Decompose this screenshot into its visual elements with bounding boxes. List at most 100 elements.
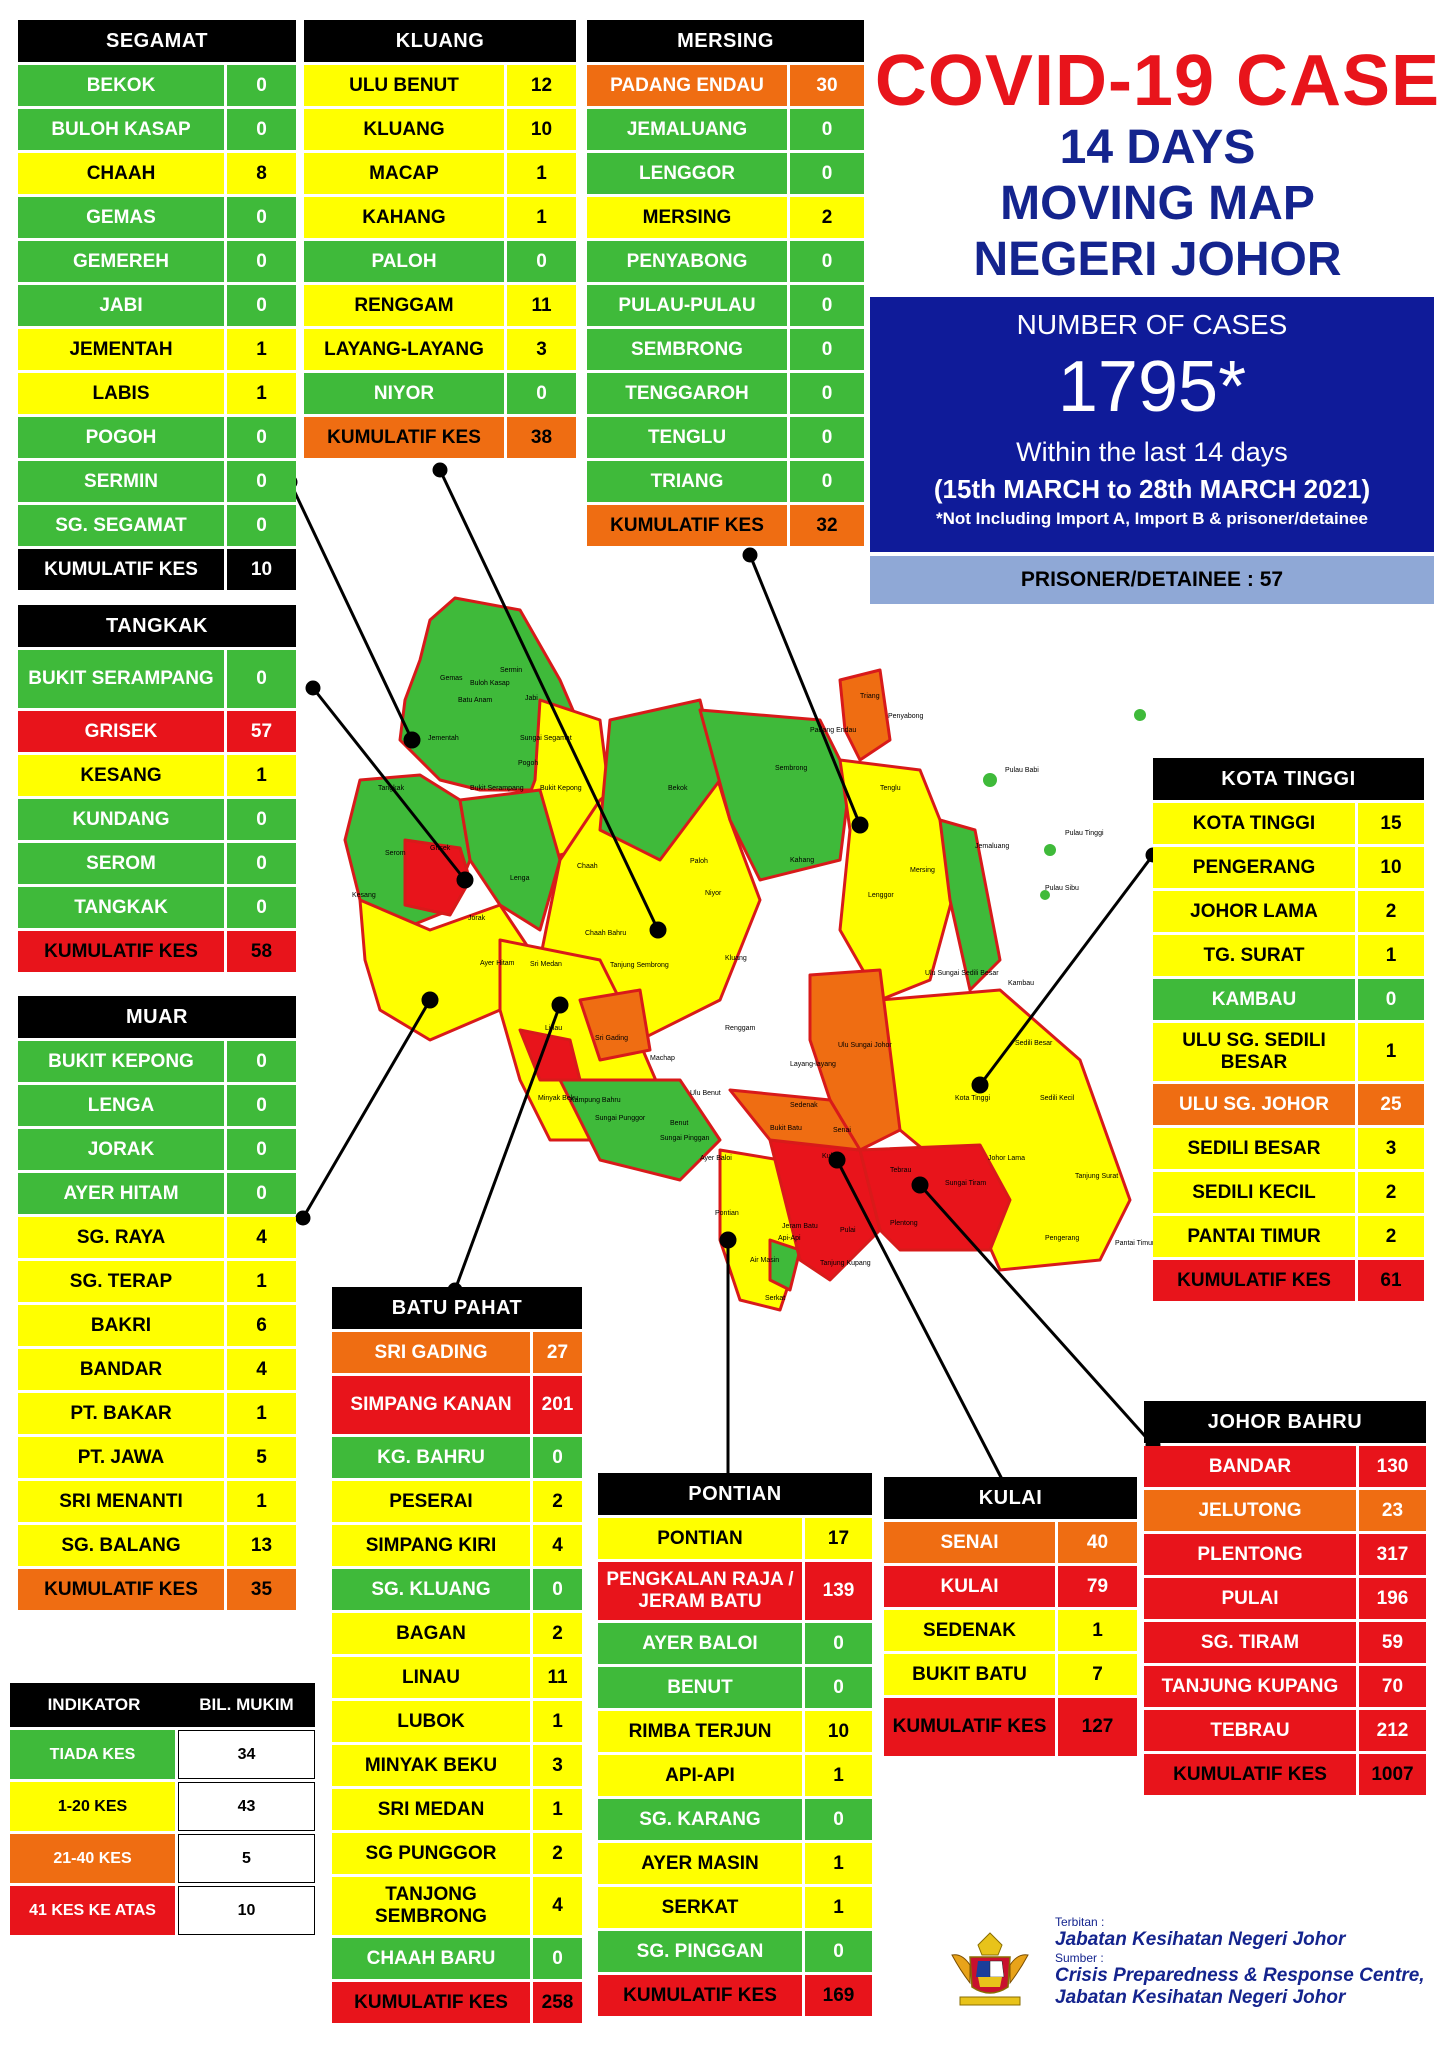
mukim-count: 196 [1359, 1578, 1426, 1619]
cases-label: NUMBER OF CASES [1016, 309, 1288, 340]
mukim-count: 10 [227, 549, 296, 590]
mukim-name: KOTA TINGGI [1153, 803, 1355, 844]
map-label: Pontian [715, 1210, 739, 1217]
mukim-name: BUKIT KEPONG [18, 1041, 224, 1082]
district-total-row: KUMULATIF KES 58 [18, 931, 296, 972]
map-label: Api-Api [778, 1235, 801, 1242]
mukim-name: SG PUNGGOR [332, 1833, 530, 1874]
map-region-jemaluang [938, 818, 1002, 992]
mukim-name: BUKIT BATU [884, 1654, 1055, 1695]
title-line-1: COVID-19 CASE [874, 41, 1441, 121]
mukim-name: KUMULATIF KES [1144, 1754, 1356, 1795]
mukim-row: ULU SG. SEDILI BESAR 1 [1153, 1023, 1424, 1081]
mukim-name: JELUTONG [1144, 1490, 1356, 1531]
mukim-count: 0 [533, 1437, 582, 1478]
mukim-count: 11 [533, 1657, 582, 1698]
mukim-name: NIYOR [304, 373, 504, 414]
mukim-name: BENUT [598, 1667, 802, 1708]
mukim-count: 3 [507, 329, 576, 370]
mukim-name: SEDENAK [884, 1610, 1055, 1651]
mukim-row: SEDENAK 1 [884, 1610, 1137, 1651]
mukim-count: 40 [1058, 1522, 1137, 1563]
mukim-count: 1 [227, 755, 296, 796]
map-label: Bukit Serampang [470, 785, 524, 792]
mukim-count: 2 [533, 1833, 582, 1874]
mukim-row: SG PUNGGOR 2 [332, 1833, 582, 1874]
title-line-3: MOVING MAP [1000, 177, 1315, 230]
mukim-row: KAHANG 1 [304, 197, 576, 238]
mukim-row: BANDAR 4 [18, 1349, 296, 1390]
leader-line-muar [301, 999, 432, 1219]
mukim-row: SG. PINGGAN 0 [598, 1931, 872, 1972]
mukim-count: 258 [533, 1982, 582, 2023]
mukim-name: SG. TIRAM [1144, 1622, 1356, 1663]
mukim-count: 12 [507, 65, 576, 106]
mukim-count: 6 [227, 1305, 296, 1346]
mukim-row: PONTIAN 17 [598, 1518, 872, 1559]
legend-label: 41 KES KE ATAS [10, 1886, 175, 1935]
map-label: Layang-layang [790, 1061, 836, 1068]
mukim-count: 0 [805, 1667, 872, 1708]
mukim-name: JORAK [18, 1129, 224, 1170]
district-table-segamat: SEGAMAT BEKOK 0 BULOH KASAP 0 CHAAH 8 GEMAS 0 GEM… [18, 20, 296, 593]
mukim-count: 1 [1358, 1023, 1424, 1081]
mukim-row: KG. BAHRU 0 [332, 1437, 582, 1478]
map-label: Jementah [428, 735, 459, 742]
district-table-mersing: MERSING PADANG ENDAU 30 JEMALUANG 0 LENGGOR 0 M… [587, 20, 864, 549]
map-label: Jabi [525, 695, 538, 702]
mukim-row: CHAAH 8 [18, 153, 296, 194]
mukim-row: AYER BALOI 0 [598, 1623, 872, 1664]
mukim-count: 1 [227, 329, 296, 370]
map-label: Kota Tinggi [955, 1095, 990, 1102]
mukim-count: 1 [533, 1789, 582, 1830]
coat-of-arms-icon [951, 1932, 1029, 2006]
district-table-kulai: KULAI SENAI 40 KULAI 79 SEDENAK 1 BUKIT BATU 7 KU… [884, 1477, 1137, 1759]
mukim-count: 1 [1058, 1610, 1137, 1651]
legend-label: TIADA KES [10, 1730, 175, 1779]
map-label: Ayer Hitam [480, 960, 515, 967]
map-label: Lenggor [868, 892, 894, 899]
mukim-row: KESANG 1 [18, 755, 296, 796]
legend-row: TIADA KES 34 [10, 1730, 315, 1779]
district-header: MUAR [18, 996, 296, 1038]
map-label: Pulau Sibu [1045, 885, 1079, 892]
mukim-row: JOHOR LAMA 2 [1153, 891, 1424, 932]
mukim-count: 0 [790, 241, 864, 282]
mukim-count: 0 [507, 373, 576, 414]
mukim-name: LINAU [332, 1657, 530, 1698]
map-label: Kluang [725, 955, 747, 962]
mukim-name: SRI GADING [332, 1332, 530, 1373]
footer-terbitan: Jabatan Kesihatan Negeri Johor [1055, 1929, 1346, 1950]
mukim-count: 4 [227, 1349, 296, 1390]
mukim-row: SERKAT 1 [598, 1887, 872, 1928]
map-label: Grisek [430, 845, 451, 852]
district-total-row: KUMULATIF KES 61 [1153, 1260, 1424, 1301]
map-label: Bukit Kepong [540, 785, 582, 792]
mukim-row: KUNDANG 0 [18, 799, 296, 840]
mukim-count: 0 [227, 887, 296, 928]
mukim-count: 0 [227, 65, 296, 106]
footer-sumber-1: Crisis Preparedness & Response Centre, [1055, 1965, 1425, 1986]
map-region-padang-endau [838, 668, 892, 762]
mukim-row: JORAK 0 [18, 1129, 296, 1170]
mukim-row: GEMEREH 0 [18, 241, 296, 282]
mukim-name: PLENTONG [1144, 1534, 1356, 1575]
mukim-row: SEROM 0 [18, 843, 296, 884]
prisoner-count: PRISONER/DETAINEE : 57 [870, 556, 1434, 604]
mukim-row: SRI GADING 27 [332, 1332, 582, 1373]
mukim-name: SG. BALANG [18, 1525, 224, 1566]
mukim-name: KUMULATIF KES [332, 1982, 530, 2023]
mukim-row: SEMBRONG 0 [587, 329, 864, 370]
map-label: Pantai Timur [1115, 1240, 1155, 1247]
mukim-name: SERKAT [598, 1887, 802, 1928]
mukim-name: ULU SG. JOHOR [1153, 1084, 1355, 1125]
map-label: Sungai Punggor [595, 1115, 646, 1122]
mukim-count: 212 [1359, 1710, 1426, 1751]
footer-sumber-label: Sumber : [1055, 1951, 1104, 1965]
mukim-count: 0 [227, 197, 296, 238]
mukim-row: LAYANG-LAYANG 3 [304, 329, 576, 370]
mukim-name: SEDILI BESAR [1153, 1128, 1355, 1169]
mukim-count: 0 [227, 1085, 296, 1126]
mukim-name: KUMULATIF KES [1153, 1260, 1355, 1301]
mukim-name: SRI MEDAN [332, 1789, 530, 1830]
